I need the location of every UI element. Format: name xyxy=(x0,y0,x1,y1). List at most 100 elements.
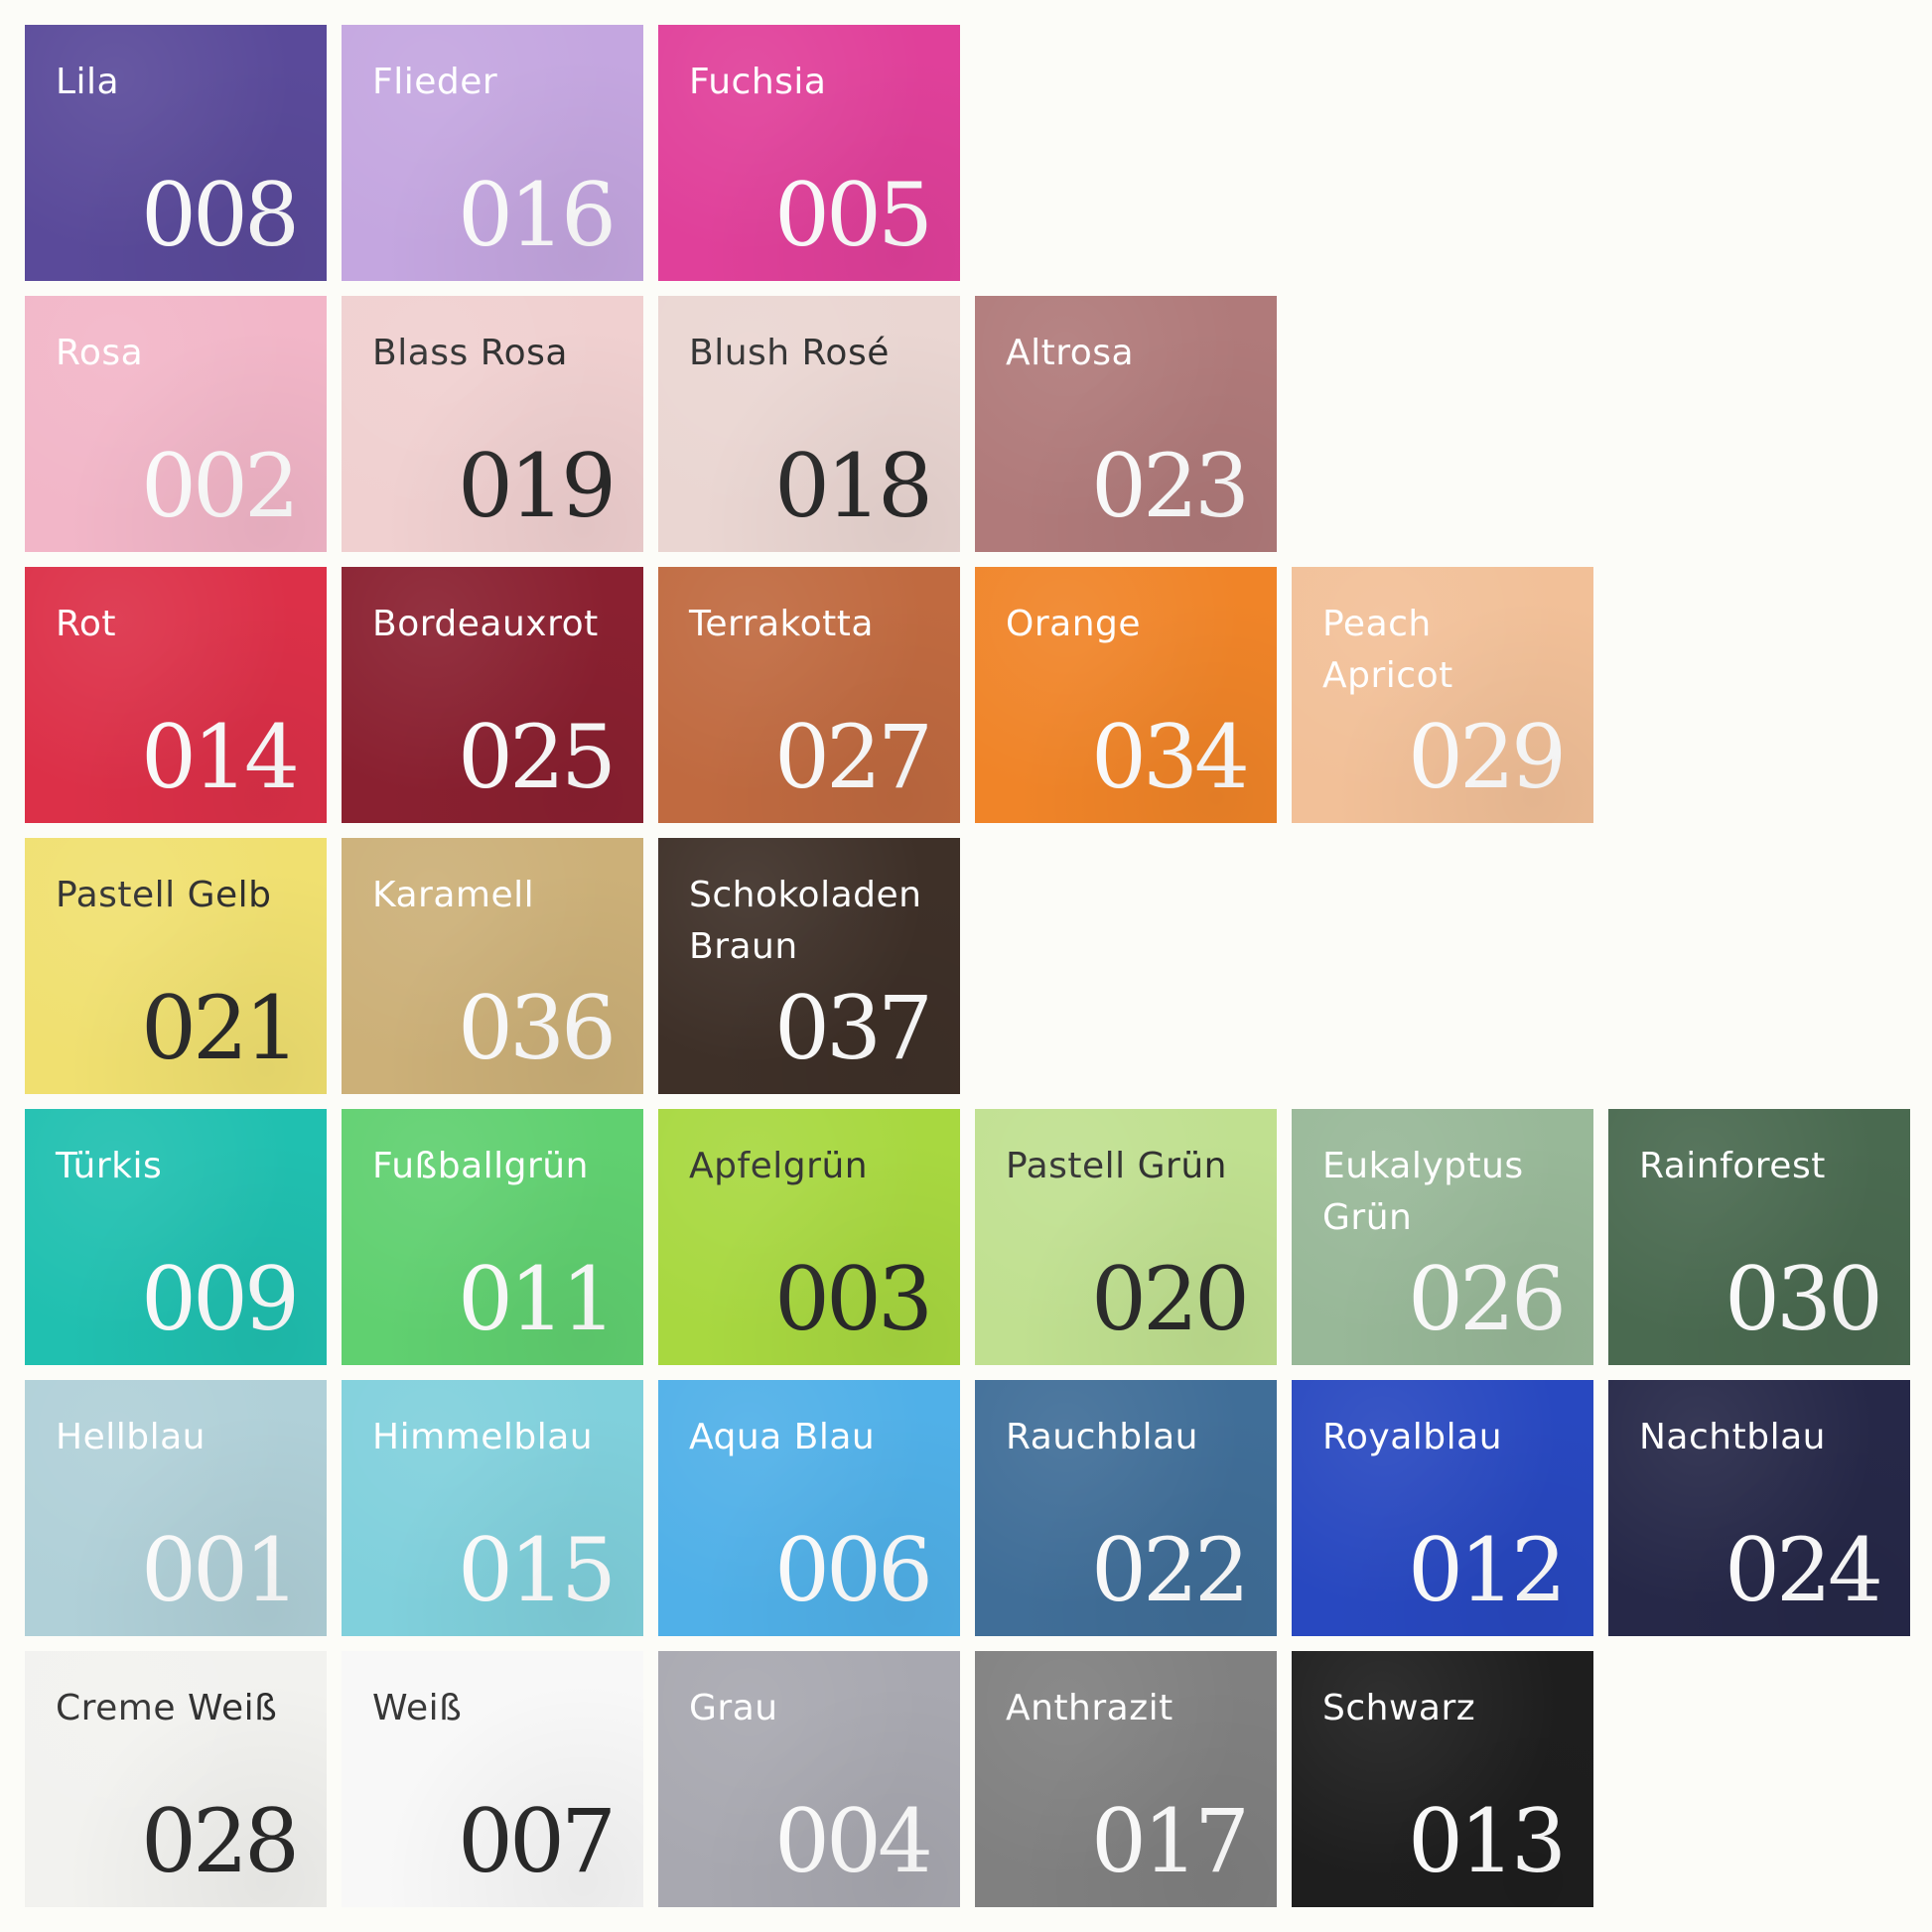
swatch-code: 012 xyxy=(1408,1519,1567,1621)
color-swatch: Grau 004 xyxy=(658,1651,960,1907)
color-swatch: Peach Apricot 029 xyxy=(1292,567,1593,823)
swatch-name: Schokoladen Braun xyxy=(689,875,922,967)
swatch-row: Lila 008 Flieder 016 Fuchsia 005 xyxy=(25,25,1910,281)
swatch-code: 018 xyxy=(774,435,933,537)
swatch-row: Hellblau 001 Himmelblau 015 Aqua Blau 006 Rauc… xyxy=(25,1380,1910,1636)
swatch-name: Anthrazit xyxy=(1006,1688,1173,1728)
swatch-code: 013 xyxy=(1408,1790,1567,1892)
swatch-code: 015 xyxy=(458,1519,617,1621)
swatch-name: Pastell Grün xyxy=(1006,1146,1227,1186)
color-swatch: Anthrazit 017 xyxy=(975,1651,1277,1907)
color-swatch: Fuchsia 005 xyxy=(658,25,960,281)
swatch-name: Himmelblau xyxy=(372,1417,594,1457)
swatch-code: 036 xyxy=(458,977,617,1079)
color-swatch: Rauchblau 022 xyxy=(975,1380,1277,1636)
swatch-name: Pastell Gelb xyxy=(56,875,272,915)
color-swatch-grid: Lila 008 Flieder 016 Fuchsia 005 Rosa 002 Blass … xyxy=(25,25,1910,1922)
swatch-row: Rosa 002 Blass Rosa 019 Blush Rosé 018 Altrosa… xyxy=(25,296,1910,552)
swatch-name: Nachtblau xyxy=(1639,1417,1826,1457)
swatch-row: Creme Weiß 028 Weiß 007 Grau 004 Anthrazit 017 S… xyxy=(25,1651,1910,1907)
color-swatch: Schwarz 013 xyxy=(1292,1651,1593,1907)
swatch-code: 005 xyxy=(774,164,933,266)
color-swatch: Bordeauxrot 025 xyxy=(342,567,643,823)
swatch-name: Schwarz xyxy=(1322,1688,1476,1728)
swatch-name: Peach Apricot xyxy=(1322,604,1453,696)
swatch-code: 008 xyxy=(141,164,300,266)
swatch-name: Altrosa xyxy=(1006,333,1135,373)
swatch-name: Grau xyxy=(689,1688,778,1728)
swatch-name: Fußballgrün xyxy=(372,1146,589,1186)
swatch-code: 027 xyxy=(774,706,933,808)
swatch-name: Blush Rosé xyxy=(689,333,890,373)
color-swatch: Pastell Gelb 021 xyxy=(25,838,327,1094)
color-swatch: Nachtblau 024 xyxy=(1608,1380,1910,1636)
swatch-code: 030 xyxy=(1725,1248,1883,1350)
swatch-name: Flieder xyxy=(372,62,498,102)
color-swatch: Pastell Grün 020 xyxy=(975,1109,1277,1365)
swatch-code: 021 xyxy=(141,977,300,1079)
swatch-name: Blass Rosa xyxy=(372,333,568,373)
color-swatch: Weiß 007 xyxy=(342,1651,643,1907)
color-swatch: Blass Rosa 019 xyxy=(342,296,643,552)
color-swatch: Flieder 016 xyxy=(342,25,643,281)
color-swatch: Apfelgrün 003 xyxy=(658,1109,960,1365)
swatch-name: Orange xyxy=(1006,604,1142,644)
swatch-code: 007 xyxy=(458,1790,617,1892)
color-swatch: Himmelblau 015 xyxy=(342,1380,643,1636)
swatch-name: Aqua Blau xyxy=(689,1417,876,1457)
color-swatch: Altrosa 023 xyxy=(975,296,1277,552)
swatch-code: 020 xyxy=(1091,1248,1250,1350)
swatch-row: Rot 014 Bordeauxrot 025 Terrakotta 027 Orange 0… xyxy=(25,567,1910,823)
swatch-code: 026 xyxy=(1408,1248,1567,1350)
swatch-code: 009 xyxy=(141,1248,300,1350)
swatch-name: Rot xyxy=(56,604,117,644)
swatch-name: Rosa xyxy=(56,333,144,373)
swatch-name: Lila xyxy=(56,62,120,102)
swatch-name: Eukalyptus Grün xyxy=(1322,1146,1524,1238)
swatch-name: Fuchsia xyxy=(689,62,827,102)
swatch-row: Türkis 009 Fußballgrün 011 Apfelgrün 003 Paste… xyxy=(25,1109,1910,1365)
swatch-code: 028 xyxy=(141,1790,300,1892)
swatch-name: Apfelgrün xyxy=(689,1146,869,1186)
color-swatch: Schokoladen Braun 037 xyxy=(658,838,960,1094)
color-swatch: Fußballgrün 011 xyxy=(342,1109,643,1365)
color-swatch: Aqua Blau 006 xyxy=(658,1380,960,1636)
swatch-name: Rauchblau xyxy=(1006,1417,1198,1457)
swatch-name: Weiß xyxy=(372,1688,463,1728)
color-swatch: Eukalyptus Grün 026 xyxy=(1292,1109,1593,1365)
swatch-name: Türkis xyxy=(56,1146,163,1186)
swatch-name: Hellblau xyxy=(56,1417,206,1457)
swatch-code: 004 xyxy=(774,1790,933,1892)
swatch-name: Bordeauxrot xyxy=(372,604,599,644)
swatch-code: 011 xyxy=(458,1248,617,1350)
swatch-code: 025 xyxy=(458,706,617,808)
swatch-code: 024 xyxy=(1725,1519,1883,1621)
color-swatch: Orange 034 xyxy=(975,567,1277,823)
color-swatch: Terrakotta 027 xyxy=(658,567,960,823)
swatch-code: 014 xyxy=(141,706,300,808)
swatch-code: 006 xyxy=(774,1519,933,1621)
swatch-code: 022 xyxy=(1091,1519,1250,1621)
swatch-name: Rainforest xyxy=(1639,1146,1826,1186)
swatch-code: 017 xyxy=(1091,1790,1250,1892)
color-swatch: Rosa 002 xyxy=(25,296,327,552)
color-swatch: Royalblau 012 xyxy=(1292,1380,1593,1636)
color-swatch: Karamell 036 xyxy=(342,838,643,1094)
swatch-code: 001 xyxy=(141,1519,300,1621)
color-swatch: Rainforest 030 xyxy=(1608,1109,1910,1365)
swatch-name: Karamell xyxy=(372,875,535,915)
swatch-code: 016 xyxy=(458,164,617,266)
swatch-name: Creme Weiß xyxy=(56,1688,278,1728)
swatch-name: Royalblau xyxy=(1322,1417,1503,1457)
swatch-code: 029 xyxy=(1408,706,1567,808)
swatch-code: 037 xyxy=(774,977,933,1079)
color-swatch: Creme Weiß 028 xyxy=(25,1651,327,1907)
color-swatch: Hellblau 001 xyxy=(25,1380,327,1636)
color-swatch: Lila 008 xyxy=(25,25,327,281)
color-swatch: Blush Rosé 018 xyxy=(658,296,960,552)
swatch-code: 023 xyxy=(1091,435,1250,537)
swatch-name: Terrakotta xyxy=(689,604,874,644)
color-swatch: Rot 014 xyxy=(25,567,327,823)
swatch-row: Pastell Gelb 021 Karamell 036 Schokoladen Br… xyxy=(25,838,1910,1094)
swatch-code: 034 xyxy=(1091,706,1250,808)
